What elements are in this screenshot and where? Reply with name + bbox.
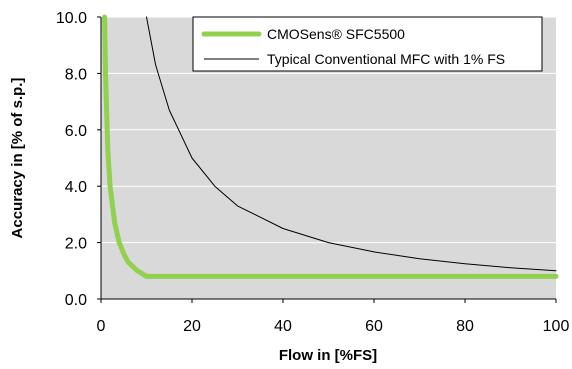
y-tick-label: 6.0 — [65, 123, 87, 140]
series-layer — [102, 14, 559, 279]
x-tick-label: 0 — [97, 318, 106, 335]
x-tick-label: 100 — [543, 318, 570, 335]
y-tick-label: 4.0 — [65, 179, 87, 196]
series-line-conventional-mfc — [146, 16, 557, 272]
y-tick-label: 10.0 — [56, 10, 87, 27]
legend-box — [192, 16, 543, 72]
legend-label-sfc5500: CMOSens® SFC5500 — [267, 26, 405, 42]
x-axis-title: Flow in [%FS] — [279, 347, 377, 364]
legend-label-conventional-mfc: Typical Conventional MFC with 1% FS — [267, 51, 505, 67]
tick-labels: 0.0 2.0 4.0 6.0 8.0 10.0 0 20 40 60 80 100 — [56, 10, 570, 335]
x-tick-label: 80 — [456, 318, 474, 335]
series-line-sfc5500 — [102, 14, 559, 279]
y-tick-label: 0.0 — [65, 292, 87, 309]
x-tick-label: 60 — [365, 318, 383, 335]
x-tick-label: 40 — [274, 318, 292, 335]
y-tick-label: 2.0 — [65, 236, 87, 253]
x-tick-label: 20 — [183, 318, 201, 335]
y-tick-label: 8.0 — [65, 66, 87, 83]
legend: CMOSens® SFC5500 Typical Conventional MF… — [192, 16, 543, 72]
y-axis-title: Accuracy in [% of s.p.] — [9, 78, 26, 239]
